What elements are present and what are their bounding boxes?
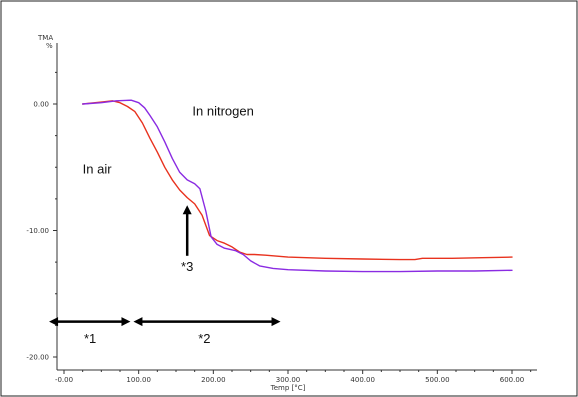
x-tick-label: 600.00 xyxy=(500,376,525,384)
label-mark-3: *3 xyxy=(181,259,193,274)
x-tick-label: 200.00 xyxy=(201,376,226,384)
pointer-arrow-3 xyxy=(182,205,192,256)
range-arrow-2-head-left xyxy=(133,317,143,327)
series-line-in-nitrogen xyxy=(82,99,513,273)
y-tick-label: -10.00 xyxy=(26,227,49,235)
range-arrow-2 xyxy=(133,317,281,327)
y-tick-label: 0.00 xyxy=(33,101,49,109)
x-tick-label: -0.00 xyxy=(55,376,73,384)
series-line-in-air xyxy=(82,100,513,261)
y-tick-label: -20.00 xyxy=(26,354,49,362)
label-in-nitrogen: In nitrogen xyxy=(192,103,253,118)
pointer-arrow-3-head xyxy=(182,205,192,215)
y-axis-title: TMA xyxy=(37,34,53,42)
x-tick-label: 300.00 xyxy=(276,376,301,384)
series-group xyxy=(82,99,513,273)
axes: TMA% 0.00 -10.00 -20.00 -0.00 100.00 200.00 300… xyxy=(26,34,537,392)
annotations: In air In nitrogen *1 *2 *3 xyxy=(49,103,281,346)
range-arrow-1-head-right xyxy=(121,317,131,327)
x-tick-label: 400.00 xyxy=(350,376,375,384)
range-arrow-2-head-right xyxy=(271,317,281,327)
y-axis-unit: % xyxy=(46,42,53,50)
label-mark-2: *2 xyxy=(198,331,210,346)
label-in-air: In air xyxy=(83,162,113,177)
range-arrow-1-head-left xyxy=(49,317,59,327)
range-arrow-1 xyxy=(49,317,131,327)
label-mark-1: *1 xyxy=(84,331,96,346)
x-tick-label: 100.00 xyxy=(126,376,151,384)
x-axis-title: Temp [°C] xyxy=(270,384,306,392)
x-tick-label: 500.00 xyxy=(425,376,450,384)
